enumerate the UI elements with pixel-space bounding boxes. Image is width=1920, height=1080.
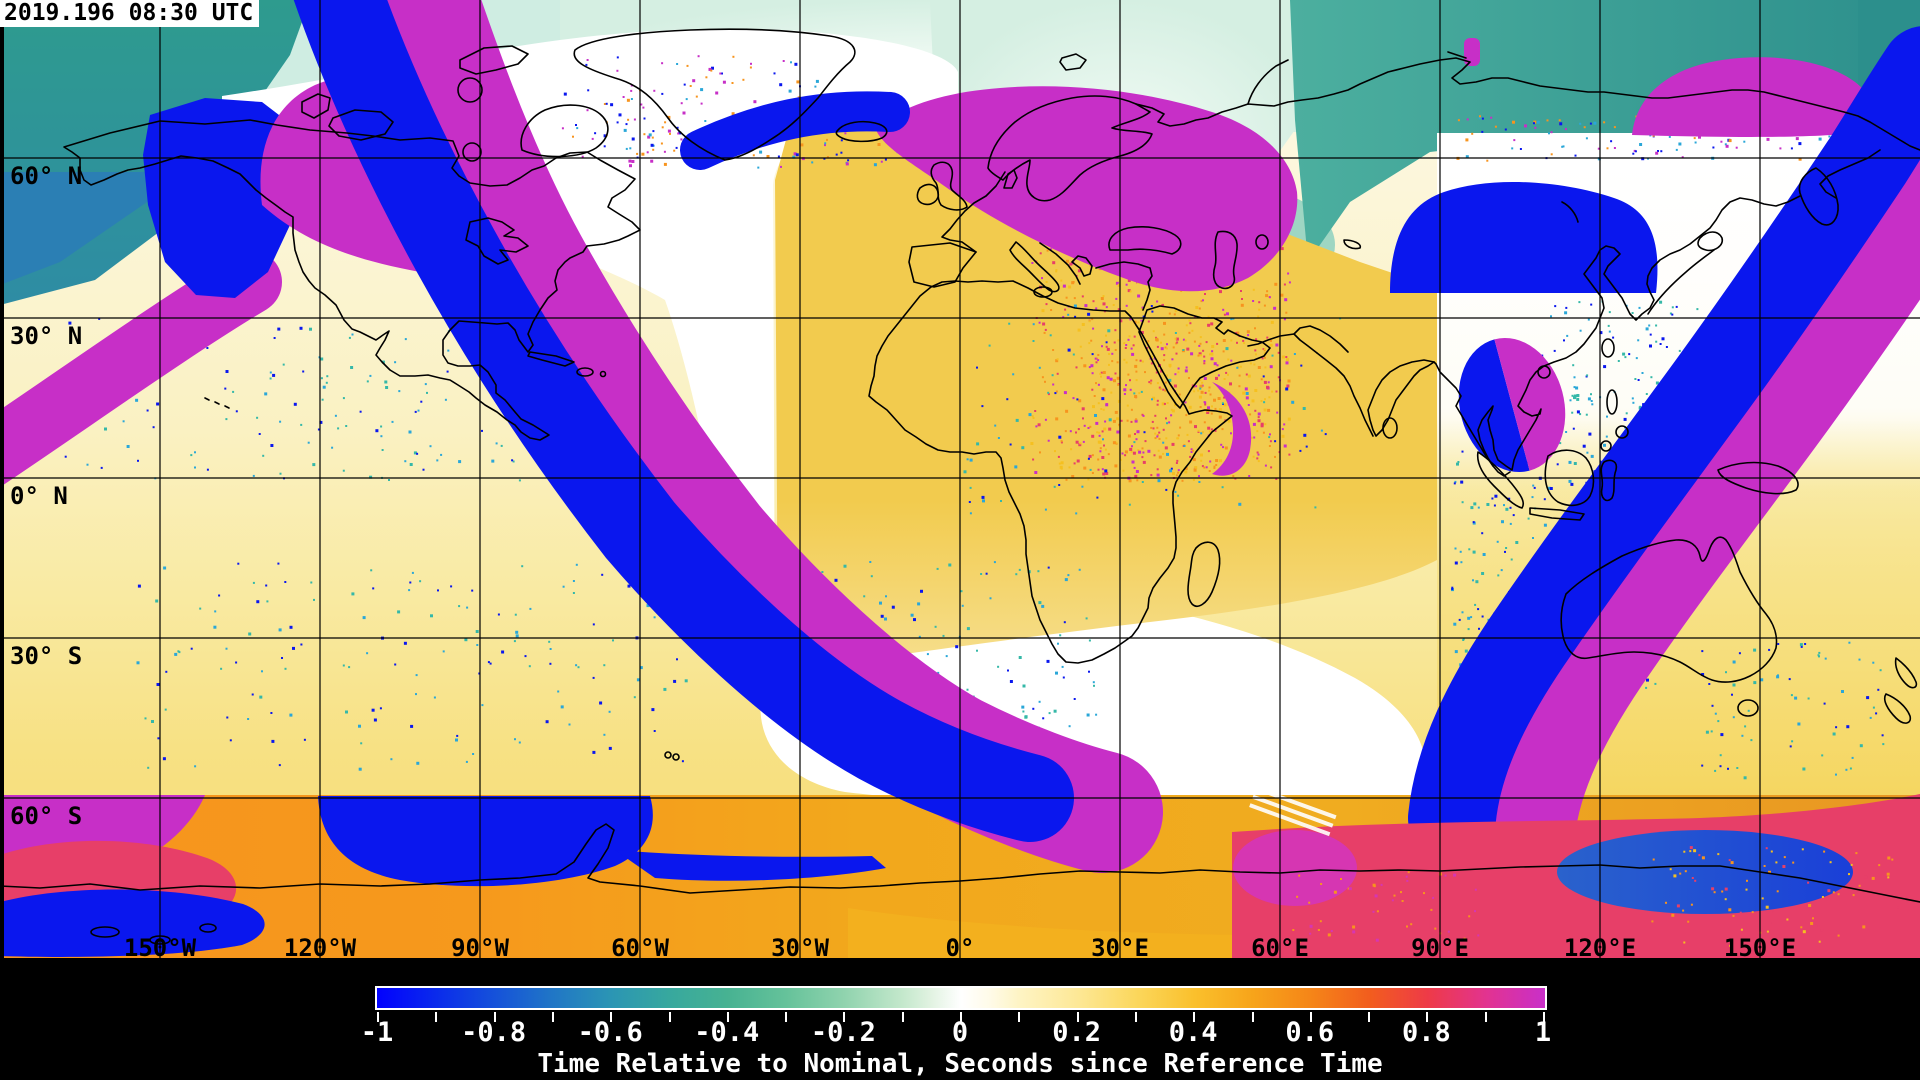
lon-label-30w: 30°W xyxy=(771,934,829,958)
map-canvas: 60° N 30° N 0° N 30° S 60° S 150°W 120°W… xyxy=(0,0,1920,958)
colorbar xyxy=(375,986,1547,1010)
colorbar-tick-label: 0.4 xyxy=(1168,1017,1218,1048)
colorbar-tick xyxy=(1134,1012,1137,1022)
colorbar-tick xyxy=(493,1012,496,1022)
colorbar-gradient xyxy=(377,988,1545,1008)
colorbar-tick xyxy=(1426,1012,1429,1022)
lon-label-120e: 120°E xyxy=(1564,934,1636,958)
lat-label-60s: 60° S xyxy=(10,802,82,830)
lon-label-90e: 90°E xyxy=(1411,934,1469,958)
lat-label-30s: 30° S xyxy=(10,642,82,670)
colorbar-tick xyxy=(1193,1012,1196,1022)
longitude-labels: 150°W 120°W 90°W 60°W 30°W 0° 30°E 60°E … xyxy=(124,934,1796,958)
colorbar-tick-label: -1 xyxy=(360,1017,394,1048)
ground-track-ascending xyxy=(1408,26,1920,887)
colorbar-tick xyxy=(960,1012,962,1022)
colorbar-tick-label: -0.8 xyxy=(461,1017,527,1048)
map-left-frame xyxy=(0,0,4,958)
colorbar-tick xyxy=(901,1012,904,1022)
colorbar-tick-label: 1 xyxy=(1534,1017,1552,1048)
lat-label-60n: 60° N xyxy=(10,162,82,190)
lon-label-60e: 60°E xyxy=(1251,934,1309,958)
latitude-labels: 60° N 30° N 0° N 30° S 60° S xyxy=(10,162,82,830)
colorbar-tick xyxy=(435,1012,438,1022)
colorbar-tick xyxy=(843,1012,846,1022)
colorbar-tick xyxy=(551,1012,554,1022)
colorbar-caption: Time Relative to Nominal, Seconds since … xyxy=(537,1049,1383,1079)
ground-track-descending xyxy=(293,0,1163,873)
colorbar-tick xyxy=(1543,1012,1545,1022)
colorbar-tick xyxy=(1484,1012,1487,1022)
colorbar-tick xyxy=(1251,1012,1254,1022)
colorbar-tick xyxy=(1076,1012,1079,1022)
coastlines xyxy=(0,28,1920,945)
lon-label-90w: 90°W xyxy=(451,934,509,958)
antarctic-overlays xyxy=(318,786,1920,958)
lon-label-120w: 120°W xyxy=(284,934,357,958)
colorbar-tick xyxy=(610,1012,613,1022)
colorbar-tick xyxy=(668,1012,671,1022)
colorbar-tick-label: 0.6 xyxy=(1285,1017,1335,1048)
colorbar-tick-label: 0.8 xyxy=(1402,1017,1451,1048)
colorbar-tick-label: -0.2 xyxy=(810,1017,876,1048)
lon-label-60w: 60°W xyxy=(611,934,669,958)
colorbar-tick xyxy=(1309,1012,1312,1022)
antarctic-speckles xyxy=(1292,846,1899,947)
colorbar-tick xyxy=(726,1012,729,1022)
colorbar-tick-label: -0.4 xyxy=(694,1017,760,1048)
colorbar-tick-label: 0 xyxy=(951,1017,969,1048)
lat-label-30n: 30° N xyxy=(10,322,82,350)
colorbar-tick xyxy=(785,1012,788,1022)
colorbar-tick-label: -0.6 xyxy=(577,1017,643,1048)
colorbar-tick xyxy=(1368,1012,1371,1022)
lon-label-0: 0° xyxy=(946,934,975,958)
lon-label-30e: 30°E xyxy=(1091,934,1149,958)
colorbar-tick xyxy=(377,1012,379,1022)
lon-label-150e: 150°E xyxy=(1724,934,1796,958)
world-map: 60° N 30° N 0° N 30° S 60° S 150°W 120°W… xyxy=(0,0,1920,958)
colorbar-tick xyxy=(1018,1012,1021,1022)
lat-label-0n: 0° N xyxy=(10,482,68,510)
graticule xyxy=(0,0,1920,958)
colorbar-footer: -1 -0.8 -0.6 -0.4 -0.2 0 0.2 0.4 0.6 0.8 1 Time Re… xyxy=(0,958,1920,1080)
lon-label-150w: 150°W xyxy=(124,934,197,958)
timestamp-label: 2019.196 08:30 UTC xyxy=(0,0,260,27)
colorbar-tick-label: 0.2 xyxy=(1052,1017,1101,1048)
orbit-crescent-arabia xyxy=(1212,382,1252,476)
